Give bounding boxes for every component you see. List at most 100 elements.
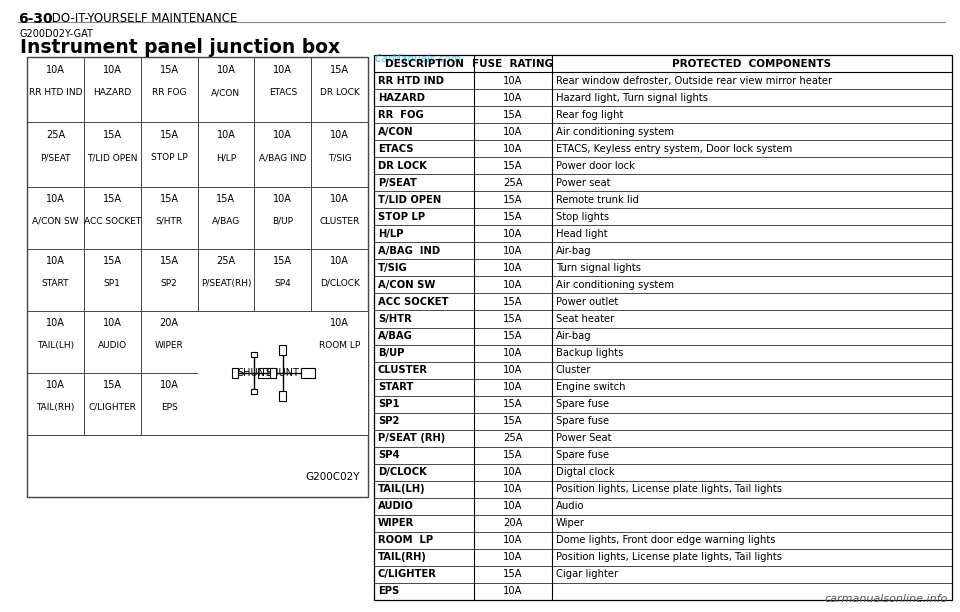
Text: TAIL(RH): TAIL(RH) [378, 553, 427, 562]
Text: carmanualsonline.info: carmanualsonline.info [825, 594, 948, 604]
Text: S/HTR: S/HTR [378, 314, 412, 324]
Text: HAZARD: HAZARD [93, 88, 132, 97]
Text: 20A: 20A [503, 518, 523, 528]
Text: Wiper: Wiper [556, 518, 585, 528]
Text: G200C02Y: G200C02Y [305, 472, 360, 482]
Text: 15A: 15A [274, 256, 292, 266]
Text: 10A: 10A [503, 536, 523, 545]
Text: Backup lights: Backup lights [556, 348, 623, 358]
Text: 10A: 10A [503, 144, 523, 154]
Text: 6-30: 6-30 [18, 12, 53, 26]
Text: A/BAG  IND: A/BAG IND [378, 246, 440, 256]
Text: 10A: 10A [503, 468, 523, 477]
Text: 25A: 25A [503, 177, 523, 188]
Text: 15A: 15A [159, 65, 179, 75]
Text: H/LP: H/LP [378, 229, 403, 239]
Text: Hazard light, Turn signal lights: Hazard light, Turn signal lights [556, 92, 708, 103]
Text: 10A: 10A [503, 348, 523, 358]
Text: Power seat: Power seat [556, 177, 611, 188]
Text: 10A: 10A [46, 65, 65, 75]
Text: Spare fuse: Spare fuse [556, 450, 610, 460]
Text: 10A: 10A [274, 130, 292, 140]
Text: 10A: 10A [330, 130, 349, 140]
Text: 15A: 15A [503, 416, 523, 426]
Text: 10A: 10A [503, 229, 523, 239]
Text: 10A: 10A [159, 381, 179, 390]
Text: Turn signal lights: Turn signal lights [556, 263, 641, 273]
Text: 10A: 10A [503, 75, 523, 86]
Text: ETACS: ETACS [378, 144, 414, 154]
Text: Power door lock: Power door lock [556, 161, 635, 171]
Text: 15A: 15A [503, 110, 523, 119]
Text: 25A: 25A [46, 130, 65, 140]
Text: CLUSTER: CLUSTER [378, 365, 428, 375]
Text: 10A: 10A [503, 586, 523, 597]
Text: P/SEAT (RH): P/SEAT (RH) [378, 433, 445, 443]
Text: B/UP: B/UP [273, 217, 293, 226]
Text: ACC SOCKET: ACC SOCKET [84, 217, 141, 226]
Text: T/SIG: T/SIG [327, 153, 351, 162]
Text: 25A: 25A [503, 433, 523, 443]
Text: AUDIO: AUDIO [98, 341, 127, 349]
Text: 10A: 10A [46, 256, 65, 266]
Text: 20A: 20A [159, 318, 179, 329]
Text: Position lights, License plate lights, Tail lights: Position lights, License plate lights, T… [556, 553, 782, 562]
Text: DO-IT-YOURSELF MAINTENANCE: DO-IT-YOURSELF MAINTENANCE [48, 12, 237, 25]
Text: B/UP: B/UP [378, 348, 404, 358]
Bar [257, 368, 272, 378]
Text: DR LOCK: DR LOCK [320, 88, 359, 97]
Text: A/BAG IND: A/BAG IND [259, 153, 306, 162]
Text: A/CON: A/CON [378, 127, 414, 136]
Text: 15A: 15A [330, 65, 349, 75]
Text: 10A: 10A [503, 246, 523, 256]
Text: ETACS, Keyless entry system, Door lock system: ETACS, Keyless entry system, Door lock s… [556, 144, 792, 154]
Text: RR  FOG: RR FOG [378, 110, 423, 119]
Text: 10A: 10A [46, 318, 65, 329]
Text: 15A: 15A [103, 256, 122, 266]
Text: 15A: 15A [503, 314, 523, 324]
Text: TAIL(RH): TAIL(RH) [36, 403, 75, 412]
Text: 10A: 10A [330, 195, 349, 204]
Text: Rear window defroster, Outside rear view mirror heater: Rear window defroster, Outside rear view… [556, 75, 832, 86]
Text: 15A: 15A [103, 130, 122, 140]
Text: 10A: 10A [274, 195, 292, 204]
Text: 25A: 25A [216, 256, 235, 266]
Text: Spare fuse: Spare fuse [556, 416, 610, 426]
Text: START: START [378, 382, 414, 392]
Text: RR HTD IND: RR HTD IND [29, 88, 83, 97]
Text: 15A: 15A [159, 130, 179, 140]
Text: 10A: 10A [503, 127, 523, 136]
Text: 10A: 10A [503, 382, 523, 392]
Text: 15A: 15A [503, 399, 523, 409]
Bar [27, 57, 368, 497]
Text: RR HTD IND: RR HTD IND [378, 75, 444, 86]
Text: 10A: 10A [274, 65, 292, 75]
Bar [198, 371, 311, 375]
Text: 10A: 10A [103, 318, 122, 329]
Text: Spare fuse: Spare fuse [556, 399, 610, 409]
Bar [232, 368, 238, 378]
Text: Position lights, License plate lights, Tail lights: Position lights, License plate lights, T… [556, 484, 782, 494]
Bar [271, 368, 276, 378]
Text: 10A: 10A [216, 65, 235, 75]
Text: 10A: 10A [503, 553, 523, 562]
Text: S/HTR: S/HTR [156, 217, 182, 226]
Text: FUSE  RATING: FUSE RATING [472, 59, 554, 69]
Text: WIPER: WIPER [378, 518, 415, 528]
Text: STOP LP: STOP LP [378, 212, 425, 222]
Text: D/CLOCK: D/CLOCK [320, 278, 360, 288]
Text: 15A: 15A [503, 297, 523, 307]
Text: 10A: 10A [503, 92, 523, 103]
Text: RR FOG: RR FOG [152, 88, 186, 97]
Text: PROTECTED  COMPONENTS: PROTECTED COMPONENTS [672, 59, 831, 69]
Text: 15A: 15A [503, 195, 523, 205]
Text: 10A: 10A [330, 256, 349, 266]
Text: 10A: 10A [330, 318, 349, 329]
Text: 10A: 10A [103, 65, 122, 75]
Text: Stop lights: Stop lights [556, 212, 610, 222]
Bar [198, 312, 311, 435]
Text: P/SEAT: P/SEAT [40, 153, 71, 162]
Text: 10A: 10A [503, 280, 523, 290]
Text: SP2: SP2 [160, 278, 178, 288]
Bar [300, 368, 315, 378]
